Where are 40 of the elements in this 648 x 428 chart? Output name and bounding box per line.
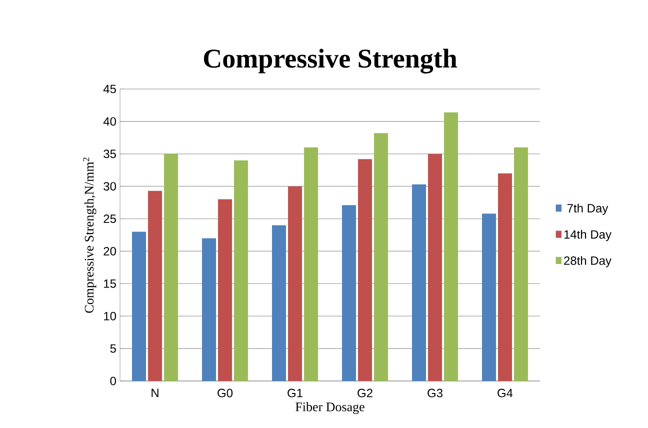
legend-label: 7th Day [567, 204, 608, 215]
x-tick-label: G3 [428, 388, 442, 398]
x-axis-title: Fiber Dosage [296, 402, 364, 414]
y-tick-label: 45 [103, 84, 116, 94]
bar [202, 238, 216, 381]
bar [498, 173, 512, 381]
bar [288, 186, 302, 381]
y-tick-label: 25 [104, 214, 116, 224]
bar [304, 147, 318, 381]
bar [342, 205, 356, 381]
bar [272, 225, 286, 381]
y-tick-label: 0 [110, 376, 116, 386]
bar [374, 133, 388, 381]
bar [444, 112, 458, 381]
y-tick-label: 10 [104, 312, 116, 320]
y-tick-label: 15 [104, 279, 116, 288]
bar [218, 199, 232, 381]
bar [132, 232, 146, 381]
bar [482, 214, 496, 381]
x-tick-label: G1 [288, 388, 302, 398]
y-tick-label: 20 [104, 246, 116, 256]
bar [514, 147, 528, 381]
bar [148, 190, 162, 381]
bar [234, 160, 248, 381]
bar [412, 184, 426, 381]
x-tick-label: G0 [218, 388, 233, 398]
bar [358, 159, 372, 381]
y-tick-label: 35 [104, 150, 116, 158]
y-tick-label: 5 [110, 344, 116, 353]
y-tick-label: 30 [104, 182, 116, 191]
x-tick-label: G4 [498, 388, 513, 398]
legend-label: 28th Day [564, 256, 612, 268]
y-tick-label: 40 [103, 117, 116, 126]
x-tick-label: N [152, 388, 158, 398]
x-tick-label: G2 [358, 388, 372, 398]
chart-title: Compressive Strength [204, 48, 457, 74]
bar [164, 154, 178, 381]
legend-label: 14th Day [564, 230, 612, 242]
y-axis-title: Compressive Strength,N/mm$^{2}$ [83, 158, 96, 313]
bar [428, 154, 442, 381]
